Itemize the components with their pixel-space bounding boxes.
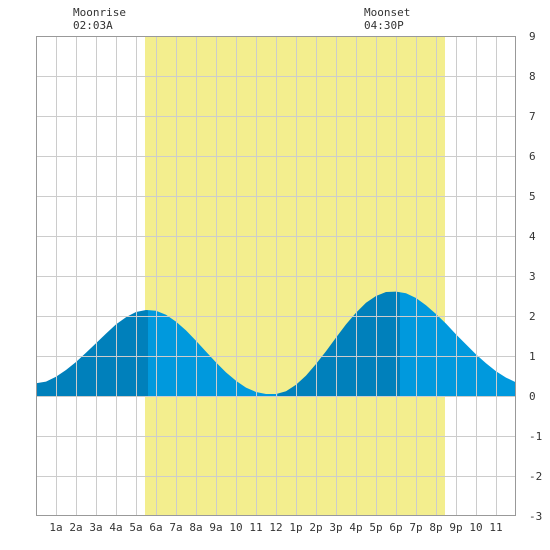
x-tick-label: 1a <box>49 521 62 534</box>
x-tick-label: 4a <box>109 521 122 534</box>
y-tick-label: 3 <box>529 270 536 283</box>
moonrise-annotation: Moonrise 02:03A <box>73 6 126 32</box>
y-tick-label: -3 <box>529 510 542 523</box>
x-tick-label: 9a <box>209 521 222 534</box>
x-tick-label: 5a <box>129 521 142 534</box>
tide-area-rising <box>36 310 148 396</box>
x-tick-label: 6a <box>149 521 162 534</box>
y-tick-label: -1 <box>529 430 542 443</box>
x-tick-label: 2p <box>309 521 322 534</box>
tide-area-falling <box>148 310 278 396</box>
y-tick-label: 1 <box>529 350 536 363</box>
tide-area-rising <box>278 291 400 396</box>
y-tick-label: 8 <box>529 70 536 83</box>
x-tick-label: 12 <box>269 521 282 534</box>
x-tick-label: 5p <box>369 521 382 534</box>
moonset-annotation: Moonset 04:30P <box>364 6 410 32</box>
x-tick-label: 11 <box>489 521 502 534</box>
y-tick-label: 9 <box>529 30 536 43</box>
plot-frame <box>36 36 516 516</box>
x-tick-label: 11 <box>249 521 262 534</box>
x-tick-label: 1p <box>289 521 302 534</box>
x-tick-label: 3p <box>329 521 342 534</box>
x-tick-label: 9p <box>449 521 462 534</box>
y-tick-label: 4 <box>529 230 536 243</box>
x-tick-label: 8p <box>429 521 442 534</box>
x-tick-label: 10 <box>229 521 242 534</box>
x-tick-label: 4p <box>349 521 362 534</box>
moonrise-label: Moonrise <box>73 6 126 19</box>
y-tick-label: 6 <box>529 150 536 163</box>
x-tick-label: 8a <box>189 521 202 534</box>
x-tick-label: 7p <box>409 521 422 534</box>
moonset-time: 04:30P <box>364 19 404 32</box>
x-tick-label: 6p <box>389 521 402 534</box>
x-tick-label: 7a <box>169 521 182 534</box>
y-tick-label: 5 <box>529 190 536 203</box>
moonrise-time: 02:03A <box>73 19 113 32</box>
moonset-label: Moonset <box>364 6 411 19</box>
tide-area-falling <box>400 292 516 396</box>
y-tick-label: -2 <box>529 470 542 483</box>
y-tick-label: 2 <box>529 310 536 323</box>
x-tick-label: 2a <box>69 521 82 534</box>
x-tick-label: 10 <box>469 521 482 534</box>
y-tick-label: 7 <box>529 110 536 123</box>
x-tick-label: 3a <box>89 521 102 534</box>
y-tick-label: 0 <box>529 390 536 403</box>
